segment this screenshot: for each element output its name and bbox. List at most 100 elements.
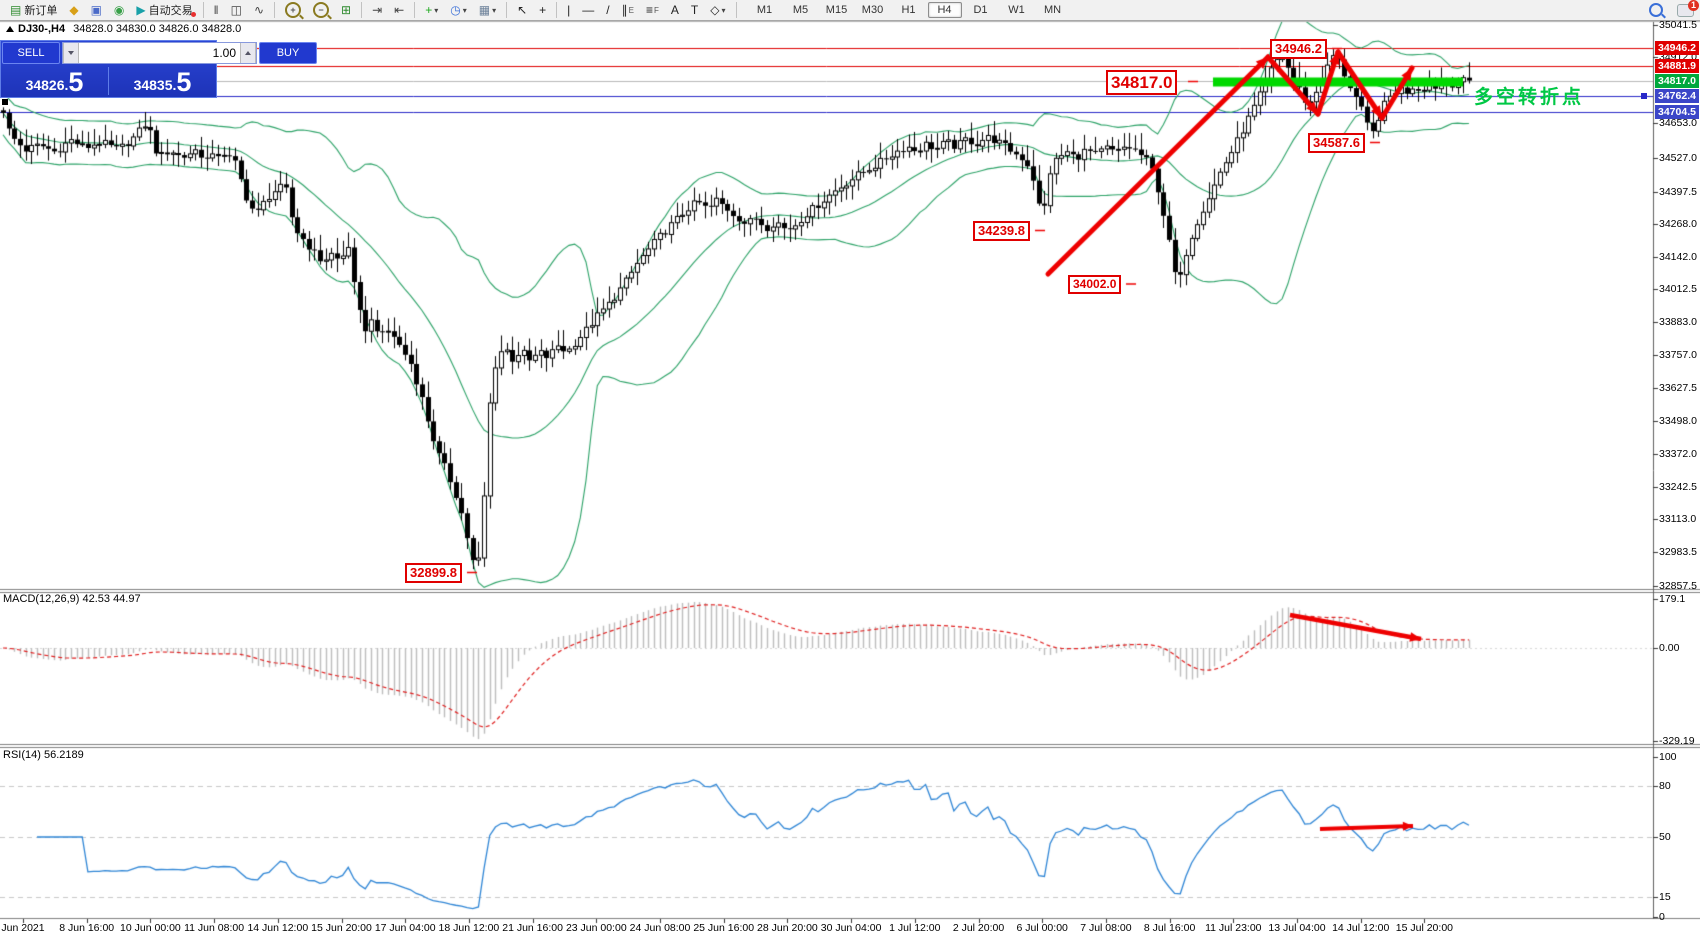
sell-price[interactable]: 34826. 5	[25, 67, 84, 97]
vertical-line-icon[interactable]: |	[562, 0, 575, 20]
fibonacci-icon: ≡	[645, 3, 653, 17]
profile-icon[interactable]: ▣	[86, 0, 107, 20]
label-icon[interactable]: T	[686, 0, 703, 20]
templates-icon: ▦	[478, 3, 491, 17]
price-axis-tick: 32983.5	[1659, 546, 1697, 558]
notifications-icon[interactable]: 1	[1677, 0, 1699, 17]
timeframe-h4[interactable]: H4	[927, 2, 962, 18]
timeframe-w1[interactable]: W1	[1008, 4, 1025, 16]
cursor-icon: ↖	[517, 3, 528, 17]
signal-icon[interactable]: ◉	[109, 0, 129, 20]
toolbar-separator	[735, 2, 737, 18]
arrows-tool-icon[interactable]: ◇ ▾	[705, 0, 730, 20]
time-axis-label: 14 Jul 12:00	[1332, 922, 1390, 934]
crosshair-icon[interactable]: +	[534, 0, 551, 20]
autotrading-icon[interactable]: ▶ 自动交易	[131, 0, 197, 20]
horizontal-line-icon[interactable]: —	[577, 0, 599, 20]
chart-shift-icon[interactable]: ⇤	[389, 0, 409, 20]
price-axis-tick: 33372.0	[1659, 448, 1697, 460]
chart-object-marker	[2, 99, 8, 105]
linechart-icon[interactable]: ∿	[249, 0, 269, 20]
vertical-line-icon: |	[567, 3, 571, 17]
timeframe-m30[interactable]: M30	[861, 4, 884, 16]
time-axis-label: Jun 2021	[1, 922, 45, 934]
time-axis-label: 25 Jun 16:00	[693, 922, 755, 934]
toolbar-separator	[202, 2, 204, 18]
time-axis-label: 18 Jun 12:00	[438, 922, 500, 934]
volume-input[interactable]	[79, 43, 240, 63]
periods-icon-caret: ▾	[462, 5, 467, 15]
auto-scroll-icon[interactable]: ⇥	[367, 0, 387, 20]
main-toolbar: ▤ 新订单 ◆ ▣ ◉ ▶ 自动交易 ‖ ◫ ∿ + − ⊞ ⇥ ⇤ + ▾ ◷ ▾ ▦ ▾ ↖ + | — / ∥ E ≡ F A T ◇ ▾ …	[0, 0, 1700, 21]
macd-axis-tick: -329.19	[1659, 735, 1695, 747]
timeframe-d1[interactable]: D1	[973, 4, 988, 16]
periods-icon[interactable]: ◷ ▾	[445, 0, 472, 20]
toolbar-separator	[274, 2, 276, 18]
timeframe-h1[interactable]: H1	[901, 4, 916, 16]
price-annotation-label: 34587.6	[1308, 133, 1365, 154]
time-axis-label: 11 Jun 08:00	[184, 922, 245, 934]
price-annotation-label: 34239.8	[973, 221, 1030, 242]
symbol-quote-line: DJ30-,H4 34828.0 34830.0 34826.0 34828.0	[6, 23, 241, 35]
indicators-icon[interactable]: + ▾	[420, 0, 443, 20]
deposit-icon[interactable]: ◆	[64, 0, 83, 20]
timeframe-m15[interactable]: M15	[825, 4, 848, 16]
channel-icon-sub: E	[628, 5, 634, 15]
price-annotation-label: 34946.2	[1270, 39, 1327, 60]
trendline-icon[interactable]: /	[601, 0, 614, 20]
sell-button[interactable]: SELL	[2, 42, 60, 64]
autotrading-icon: ▶	[136, 3, 146, 17]
profile-icon: ▣	[90, 3, 102, 17]
price-axis-tick: 34653.0	[1659, 117, 1697, 129]
fibonacci-icon[interactable]: ≡ F	[641, 0, 664, 20]
trendline-icon: /	[606, 3, 610, 17]
rsi-axis-tick: 0	[1659, 911, 1665, 923]
candlestick-icon[interactable]: ◫	[226, 0, 247, 20]
deposit-icon: ◆	[69, 3, 79, 17]
notification-badge: 1	[1688, 0, 1699, 11]
time-axis-label: 15 Jun 20:00	[311, 922, 372, 934]
timeframe-m1[interactable]: M1	[756, 4, 773, 16]
volume-increase-button[interactable]	[240, 43, 256, 63]
panel-collapse-icon[interactable]	[6, 26, 14, 32]
zoom-in-icon[interactable]: +	[280, 0, 306, 20]
price-axis-tick: 32857.5	[1659, 580, 1697, 592]
time-axis-label: 28 Jun 20:00	[757, 922, 818, 934]
tile-windows-icon[interactable]: ⊞	[336, 0, 356, 20]
price-axis-tick: 34142.0	[1659, 251, 1697, 263]
hline-drag-handle	[1641, 93, 1647, 99]
channel-icon[interactable]: ∥ E	[617, 0, 639, 20]
new-order-icon[interactable]: ▤ 新订单	[5, 0, 62, 20]
templates-icon[interactable]: ▦ ▾	[474, 0, 501, 20]
price-divider	[108, 67, 109, 95]
price-axis-tick: 33757.0	[1659, 349, 1697, 361]
toolbar-separator	[414, 2, 416, 18]
time-axis-label: 10 Jun 00:00	[120, 922, 181, 934]
turning-point-note: 多空转折点	[1474, 87, 1585, 108]
cursor-icon[interactable]: ↖	[512, 0, 532, 20]
price-axis-badge: 34946.2	[1655, 41, 1699, 55]
price-annotation-label: 34817.0	[1106, 70, 1178, 96]
time-axis-label: 23 Jun 00:00	[565, 922, 627, 934]
volume-decrease-button[interactable]	[63, 43, 79, 63]
toolbar-separator	[506, 2, 508, 18]
search-icon[interactable]	[1649, 3, 1663, 17]
timeframe-m5[interactable]: M5	[792, 4, 809, 16]
new-order-icon: ▤	[10, 3, 22, 17]
zoom-out-icon[interactable]: −	[308, 0, 334, 20]
text-icon[interactable]: A	[666, 0, 684, 20]
buy-button[interactable]: BUY	[259, 42, 317, 64]
indicators-icon-caret: ▾	[434, 5, 439, 15]
buy-price[interactable]: 34835. 5	[133, 67, 192, 97]
time-axis-label: 8 Jun 16:00	[59, 922, 115, 934]
timeframe-mn[interactable]: MN	[1043, 4, 1062, 16]
symbol-name: DJ30-,H4	[18, 23, 66, 35]
signal-icon: ◉	[113, 3, 125, 17]
macd-axis-tick: 179.1	[1659, 593, 1686, 605]
macd-indicator-label: MACD(12,26,9) 42.53 44.97	[3, 593, 141, 605]
indicators-icon: +	[425, 3, 433, 17]
barchart-icon[interactable]: ‖	[209, 0, 224, 20]
price-annotation-label: 34002.0	[1068, 275, 1122, 294]
time-axis-label: 7 Jul 08:00	[1080, 922, 1132, 934]
